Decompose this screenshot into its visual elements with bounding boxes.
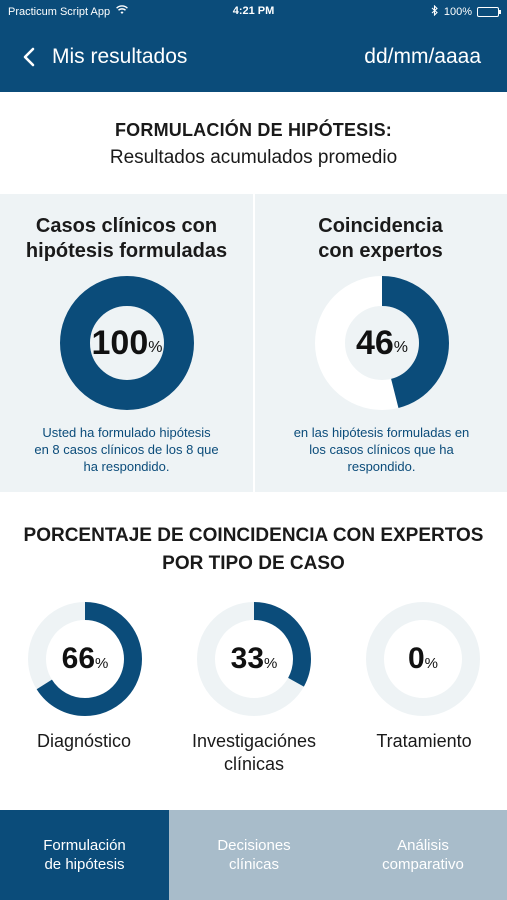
section-subtitle: Resultados acumulados promedio <box>109 147 398 168</box>
case-type-label: Diagnóstico <box>0 730 169 753</box>
donut-ring <box>60 276 194 410</box>
back-button[interactable] <box>14 42 44 72</box>
donut-chart: 46% <box>315 276 449 410</box>
card-title: Casos clínicos con hipótesis formuladas <box>0 214 253 264</box>
donut-ring <box>28 602 142 716</box>
carrier-label: Practicum Script App <box>8 5 111 18</box>
donut-track <box>366 602 480 716</box>
donut-number: 66 <box>61 642 96 675</box>
chevron-left-icon <box>23 47 35 67</box>
card-title: Coincidencia con expertos <box>255 214 506 264</box>
donut-chart: 0% <box>366 602 480 716</box>
case-type-section: PORCENTAJE DE COINCIDENCIA CON EXPERTOS … <box>0 492 507 810</box>
donut-unit: % <box>148 339 163 356</box>
donut-chart: 66% <box>28 602 142 716</box>
donut-value: 0% <box>366 602 480 716</box>
donut-arc <box>197 602 311 716</box>
donut-arc <box>60 276 194 410</box>
donut-ring <box>366 602 480 716</box>
card-description: en las hipótesis formuladas en los casos… <box>275 424 488 475</box>
donut-number: 0 <box>407 642 425 675</box>
donut-chart: 100% <box>60 276 194 410</box>
card-desc-line: respondido. <box>347 459 416 474</box>
case-type-title: PORCENTAJE DE COINCIDENCIA CON EXPERTOS … <box>0 522 507 578</box>
donut-tratamiento: 0% <box>353 602 483 722</box>
donut-arc <box>315 276 449 410</box>
card-title-line: Coincidencia <box>318 215 443 237</box>
donut-chart: 33% <box>197 602 311 716</box>
results-header: FORMULACIÓN DE HIPÓTESIS: Resultados acu… <box>0 92 507 194</box>
tab-label-line: Decisiones <box>217 837 291 854</box>
tab-analisis-comparativo[interactable]: Análisis comparativo <box>339 810 507 900</box>
case-type-label: Tratamiento <box>339 730 507 753</box>
donut-ring <box>197 602 311 716</box>
tab-decisiones-clinicas[interactable]: Decisiones clínicas <box>169 810 339 900</box>
donut-value: 46% <box>315 276 449 410</box>
section-title: FORMULACIÓN DE HIPÓTESIS: <box>114 120 392 140</box>
status-bar: Practicum Script App 4:21 PM 100% <box>0 0 507 22</box>
donut-arc <box>28 602 142 716</box>
donut-value: 100% <box>60 276 194 410</box>
tab-bar: Formulación de hipótesis Decisiones clín… <box>0 810 507 900</box>
page-title: Mis resultados <box>52 45 188 68</box>
card-desc-line: ha respondido. <box>83 459 170 474</box>
donut-unit: % <box>264 655 278 672</box>
case-type-label-line: Diagnóstico <box>36 731 132 751</box>
case-type-title-line: POR TIPO DE CASO <box>162 553 345 574</box>
card-description: Usted ha formulado hipótesis en 8 casos … <box>20 424 233 475</box>
card-title-line: con expertos <box>318 240 443 262</box>
case-type-label-line: clínicas <box>223 754 285 774</box>
card-title-line: hipótesis formuladas <box>25 240 228 262</box>
donut-unit: % <box>95 655 109 672</box>
donut-value: 66% <box>28 602 142 716</box>
donut-number: 46 <box>355 323 394 362</box>
status-time: 4:21 PM <box>232 5 275 17</box>
donut-unit: % <box>393 339 409 356</box>
card-desc-line: en las hipótesis formuladas en <box>293 425 470 440</box>
card-desc-line: los casos clínicos que ha <box>309 442 454 457</box>
bluetooth-icon <box>431 4 439 19</box>
card-desc-line: en 8 casos clínicos de los 8 que <box>34 442 219 457</box>
tab-label-line: Análisis <box>397 837 449 854</box>
donut-ring <box>315 276 449 410</box>
donut-unit: % <box>424 655 439 672</box>
donut-number: 100 <box>91 323 149 362</box>
donut-diagnostico: 66% <box>15 602 145 722</box>
donut-value: 33% <box>197 602 311 716</box>
card-expert-match: Coincidencia con expertos 46% en las hip… <box>253 194 506 492</box>
donut-investigaciones: 33% <box>184 602 314 722</box>
tab-label-line: de hipótesis <box>44 856 125 873</box>
status-right: 100% <box>431 4 501 19</box>
case-type-label-line: Tratamiento <box>376 731 472 751</box>
card-title-line: Casos clínicos con <box>35 215 218 237</box>
tab-formulacion-hipotesis[interactable]: Formulación de hipótesis <box>0 810 169 900</box>
date-label[interactable]: dd/mm/aaaa <box>364 45 481 68</box>
tab-label-line: clínicas <box>228 856 280 873</box>
wifi-icon <box>116 5 128 18</box>
case-type-label: Investigaciónes clínicas <box>169 730 339 776</box>
battery-icon <box>477 7 501 17</box>
case-type-label-line: Investigaciónes <box>191 731 317 751</box>
card-desc-line: Usted ha formulado hipótesis <box>42 425 211 440</box>
card-hypotheses: Casos clínicos con hipótesis formuladas … <box>0 194 253 492</box>
summary-cards: Casos clínicos con hipótesis formuladas … <box>0 194 507 492</box>
nav-bar: Mis resultados dd/mm/aaaa <box>0 22 507 92</box>
status-left: Practicum Script App <box>8 5 128 18</box>
battery-percent: 100% <box>443 6 472 18</box>
donut-number: 33 <box>230 642 265 675</box>
tab-label-line: Formulación <box>43 837 126 854</box>
case-type-title-line: PORCENTAJE DE COINCIDENCIA CON EXPERTOS <box>23 525 484 546</box>
tab-label-line: comparativo <box>382 856 464 873</box>
